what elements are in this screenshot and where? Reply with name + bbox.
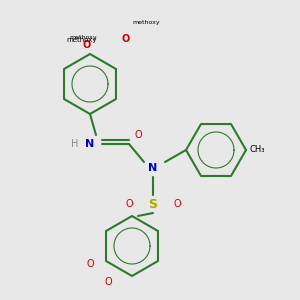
Text: N: N <box>148 163 158 173</box>
Text: methoxy: methoxy <box>69 35 97 40</box>
Text: O: O <box>86 259 94 269</box>
Text: methoxy: methoxy <box>66 37 97 43</box>
Text: O: O <box>125 199 133 209</box>
Text: O: O <box>122 34 130 44</box>
Text: H: H <box>71 139 79 149</box>
Text: O: O <box>104 277 112 287</box>
Text: methoxy: methoxy <box>132 20 160 25</box>
Text: O: O <box>134 130 142 140</box>
Text: O: O <box>173 199 181 209</box>
Text: S: S <box>148 197 158 211</box>
Text: N: N <box>85 139 94 149</box>
Text: CH₃: CH₃ <box>249 146 265 154</box>
Text: O: O <box>83 40 91 50</box>
